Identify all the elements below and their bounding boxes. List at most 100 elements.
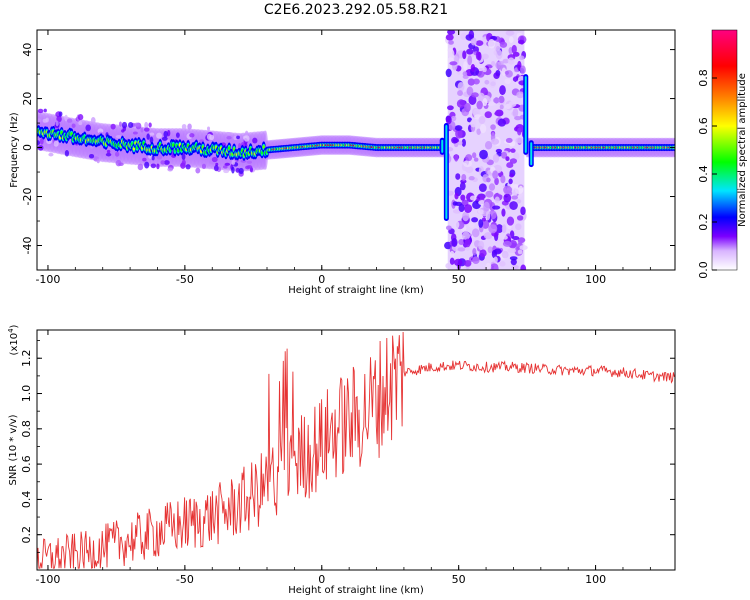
scatter-dot [55, 120, 59, 127]
snr-multiplier-exp: 4 [7, 328, 15, 333]
spectrogram-y-label: Frequency (Hz) [9, 112, 20, 188]
y-tick-label: 0 [21, 144, 34, 151]
scatter-dot [222, 165, 228, 169]
noise-blob [461, 138, 466, 147]
noise-blob [495, 224, 504, 234]
scatter-dot [175, 132, 180, 138]
scatter-dot [238, 167, 244, 175]
scatter-dot [163, 160, 170, 165]
ridge-core-inner [262, 145, 266, 149]
x-tick-label: -50 [176, 273, 194, 286]
noise-blob [471, 92, 479, 98]
scatter-dot [149, 132, 155, 136]
chart-title: C2E6.2023.292.05.58.R21 [264, 2, 448, 18]
noise-blob [457, 90, 463, 97]
scatter-dot [252, 137, 258, 144]
scatter-dot [195, 167, 201, 174]
scatter-dot [143, 127, 150, 132]
noise-blob [517, 39, 525, 45]
scatter-dot [213, 165, 219, 172]
snr-multiplier-close: ) [9, 324, 20, 328]
noise-blob [494, 111, 502, 116]
noise-blob [460, 32, 468, 41]
y-tick-label: 20 [21, 92, 34, 106]
noise-blob [517, 249, 523, 255]
noise-blob [487, 246, 493, 254]
noise-blob [481, 219, 490, 229]
y-tick-label: 1.2 [20, 349, 33, 367]
noise-blob [502, 58, 509, 64]
colorbar-tick-label: 0.2 [697, 213, 710, 231]
noise-blob [512, 107, 519, 118]
noise-blob [471, 228, 480, 238]
x-tick-label: 50 [452, 573, 466, 586]
scatter-dot [118, 162, 124, 167]
noise-blob [501, 151, 508, 159]
colorbar-axis: 0.0 0.2 0.4 0.6 0.8 [697, 69, 717, 279]
noise-blob [455, 128, 463, 139]
x-tick-label: -50 [176, 573, 194, 586]
noise-blob [445, 262, 451, 269]
noise-blob [472, 152, 477, 159]
scatter-dot [37, 118, 42, 123]
noise-blob [468, 222, 475, 228]
snr-y-label: SNR (10 * v/v) [8, 414, 19, 485]
scatter-dot [167, 167, 173, 172]
noise-blob [511, 44, 517, 54]
noise-blob [487, 101, 496, 106]
scatter-dot [134, 122, 140, 127]
noise-blob [510, 258, 517, 266]
scatter-dot [225, 131, 232, 135]
noise-blob [449, 61, 458, 66]
scatter-dot [78, 120, 83, 126]
y-tick-label: -40 [21, 237, 34, 255]
colorbar-tick-label: 0.0 [697, 261, 710, 279]
colorbar-tick-label: 0.4 [697, 165, 710, 183]
noise-blob [450, 115, 457, 122]
scatter-dot [156, 163, 160, 170]
scatter-dot [64, 114, 68, 122]
noise-blob [458, 203, 465, 213]
noise-blob [498, 95, 505, 104]
noise-blob [520, 264, 527, 270]
noise-blob [460, 194, 466, 201]
x-tick-label: -100 [35, 573, 60, 586]
scatter-dot [189, 133, 195, 138]
noise-blob [500, 175, 506, 184]
noise-blob [497, 118, 507, 127]
noise-blob [488, 183, 496, 191]
scatter-dot [201, 163, 207, 170]
scatter-dot [110, 123, 116, 130]
noise-blob [503, 193, 512, 203]
noise-blob [454, 192, 459, 200]
colorbar-gradient [711, 29, 738, 271]
noise-blob [504, 70, 510, 75]
noise-blob [492, 153, 500, 163]
noise-blob [515, 137, 525, 144]
noise-blob [478, 240, 485, 251]
colorbar-tick-label: 0.8 [697, 69, 710, 87]
noise-blob [501, 67, 507, 77]
scatter-dot [37, 140, 41, 146]
spectrogram-x-label: Height of straight line (km) [288, 285, 424, 296]
noise-blob [479, 124, 487, 134]
noise-blob [478, 116, 486, 125]
y-tick-label: 1.0 [20, 385, 33, 403]
noise-blob [449, 257, 455, 265]
scatter-dot [88, 153, 95, 159]
scatter-dot [77, 114, 84, 121]
scatter-dot [142, 157, 147, 162]
noise-blob [501, 208, 506, 217]
noise-blob [465, 154, 473, 162]
scatter-dot [105, 152, 112, 157]
scatter-dot [137, 163, 144, 171]
y-tick-label: -20 [21, 188, 34, 206]
noise-blob [445, 68, 452, 78]
snr-panel: -100 -50 0 50 100 0.2 0.4 0.6 0.8 1.0 1.2 Height o… [7, 324, 676, 596]
x-tick-label: 0 [318, 273, 325, 286]
noise-blob [509, 256, 518, 261]
scatter-dot [223, 169, 230, 174]
noise-blob [501, 250, 509, 259]
noise-blob [457, 247, 466, 252]
noise-blob [445, 34, 454, 41]
